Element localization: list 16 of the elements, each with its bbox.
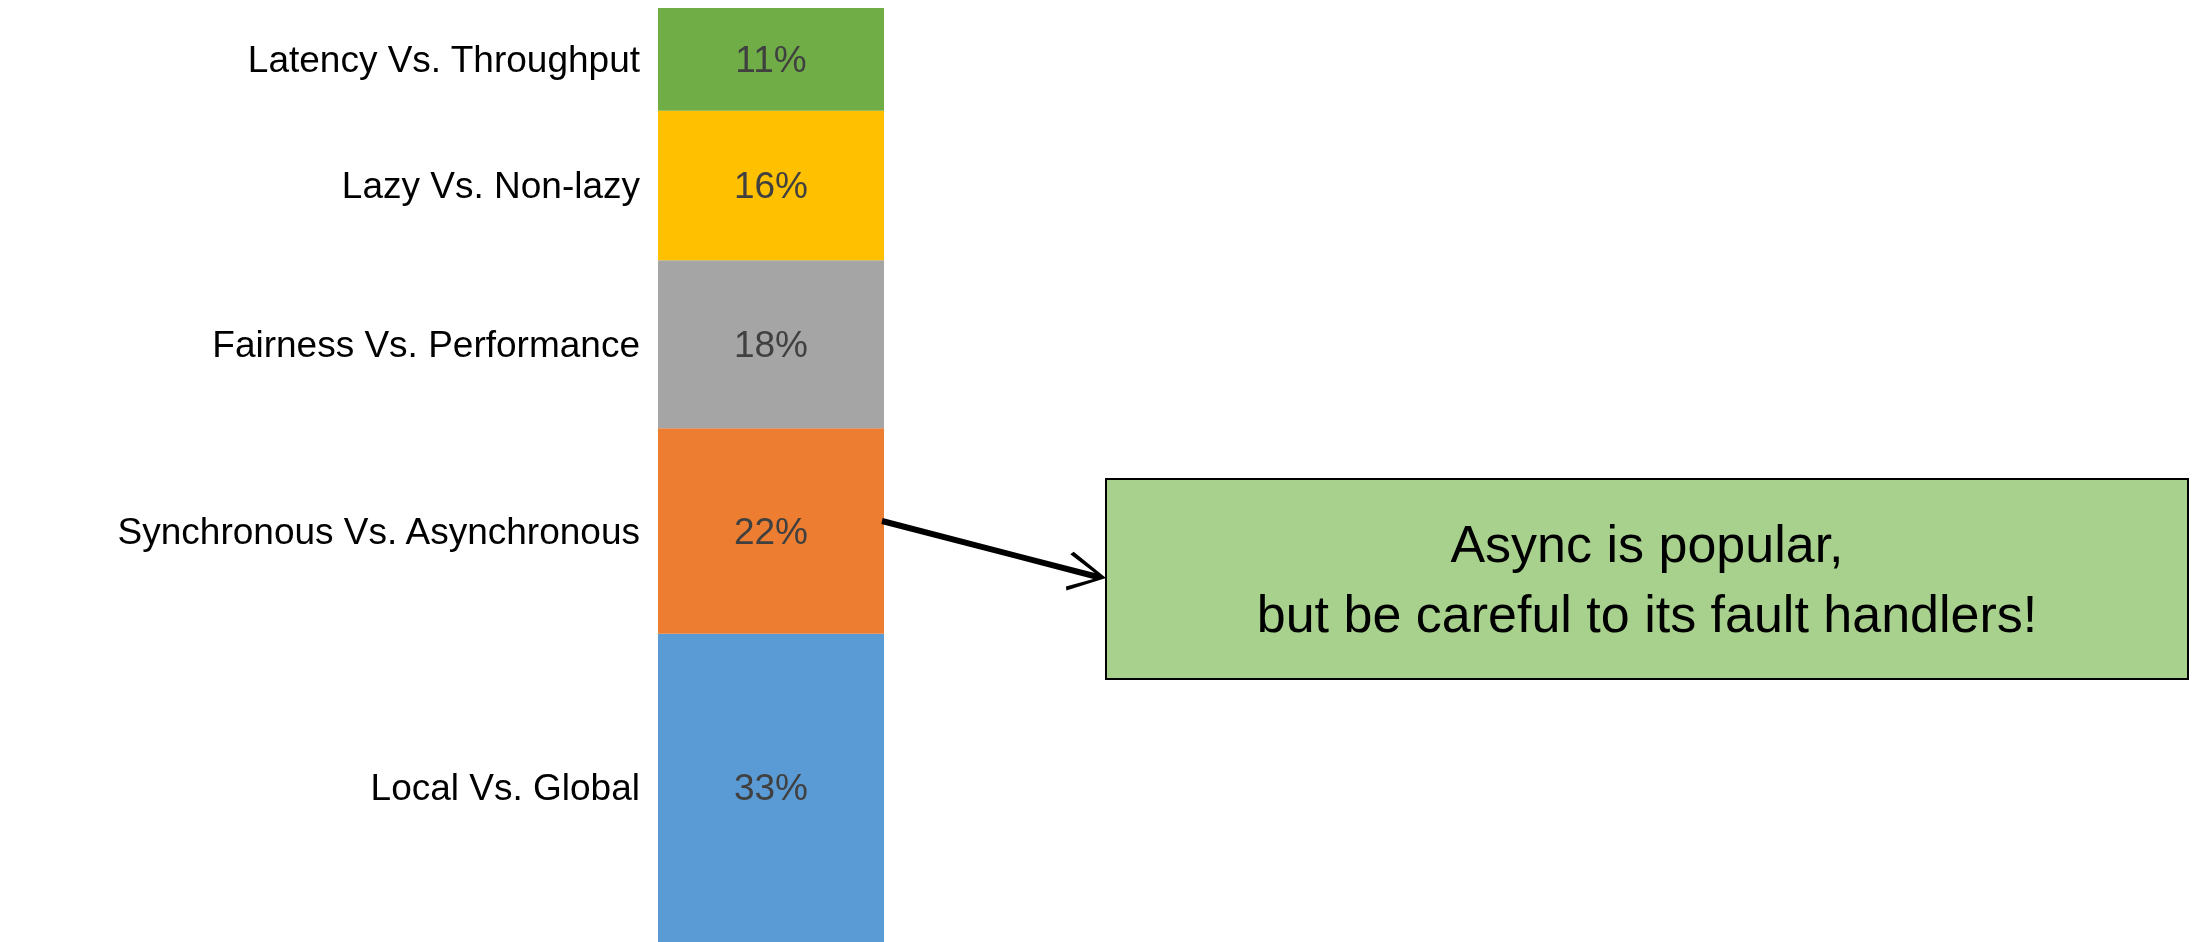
series-label: Fairness Vs. Performance	[212, 323, 640, 365]
bar	[658, 8, 884, 111]
series-label: Lazy Vs. Non-lazy	[341, 164, 641, 206]
bar	[658, 633, 884, 942]
text: Async is popular, but be careful to its fault handlers!	[1256, 513, 2038, 645]
series-label: Local Vs. Global	[370, 767, 640, 809]
data-label: 22%	[733, 510, 809, 552]
bar	[658, 110, 884, 261]
data-label: 18%	[733, 323, 809, 365]
series-label: Latency Vs. Throughput	[247, 38, 641, 80]
bar	[658, 428, 884, 634]
series-label: Synchronous Vs. Asynchronous	[117, 510, 640, 552]
data-label: 16%	[733, 164, 809, 206]
data-label: 33%	[733, 767, 809, 809]
bar	[658, 260, 884, 429]
data-label: 11%	[735, 38, 807, 80]
